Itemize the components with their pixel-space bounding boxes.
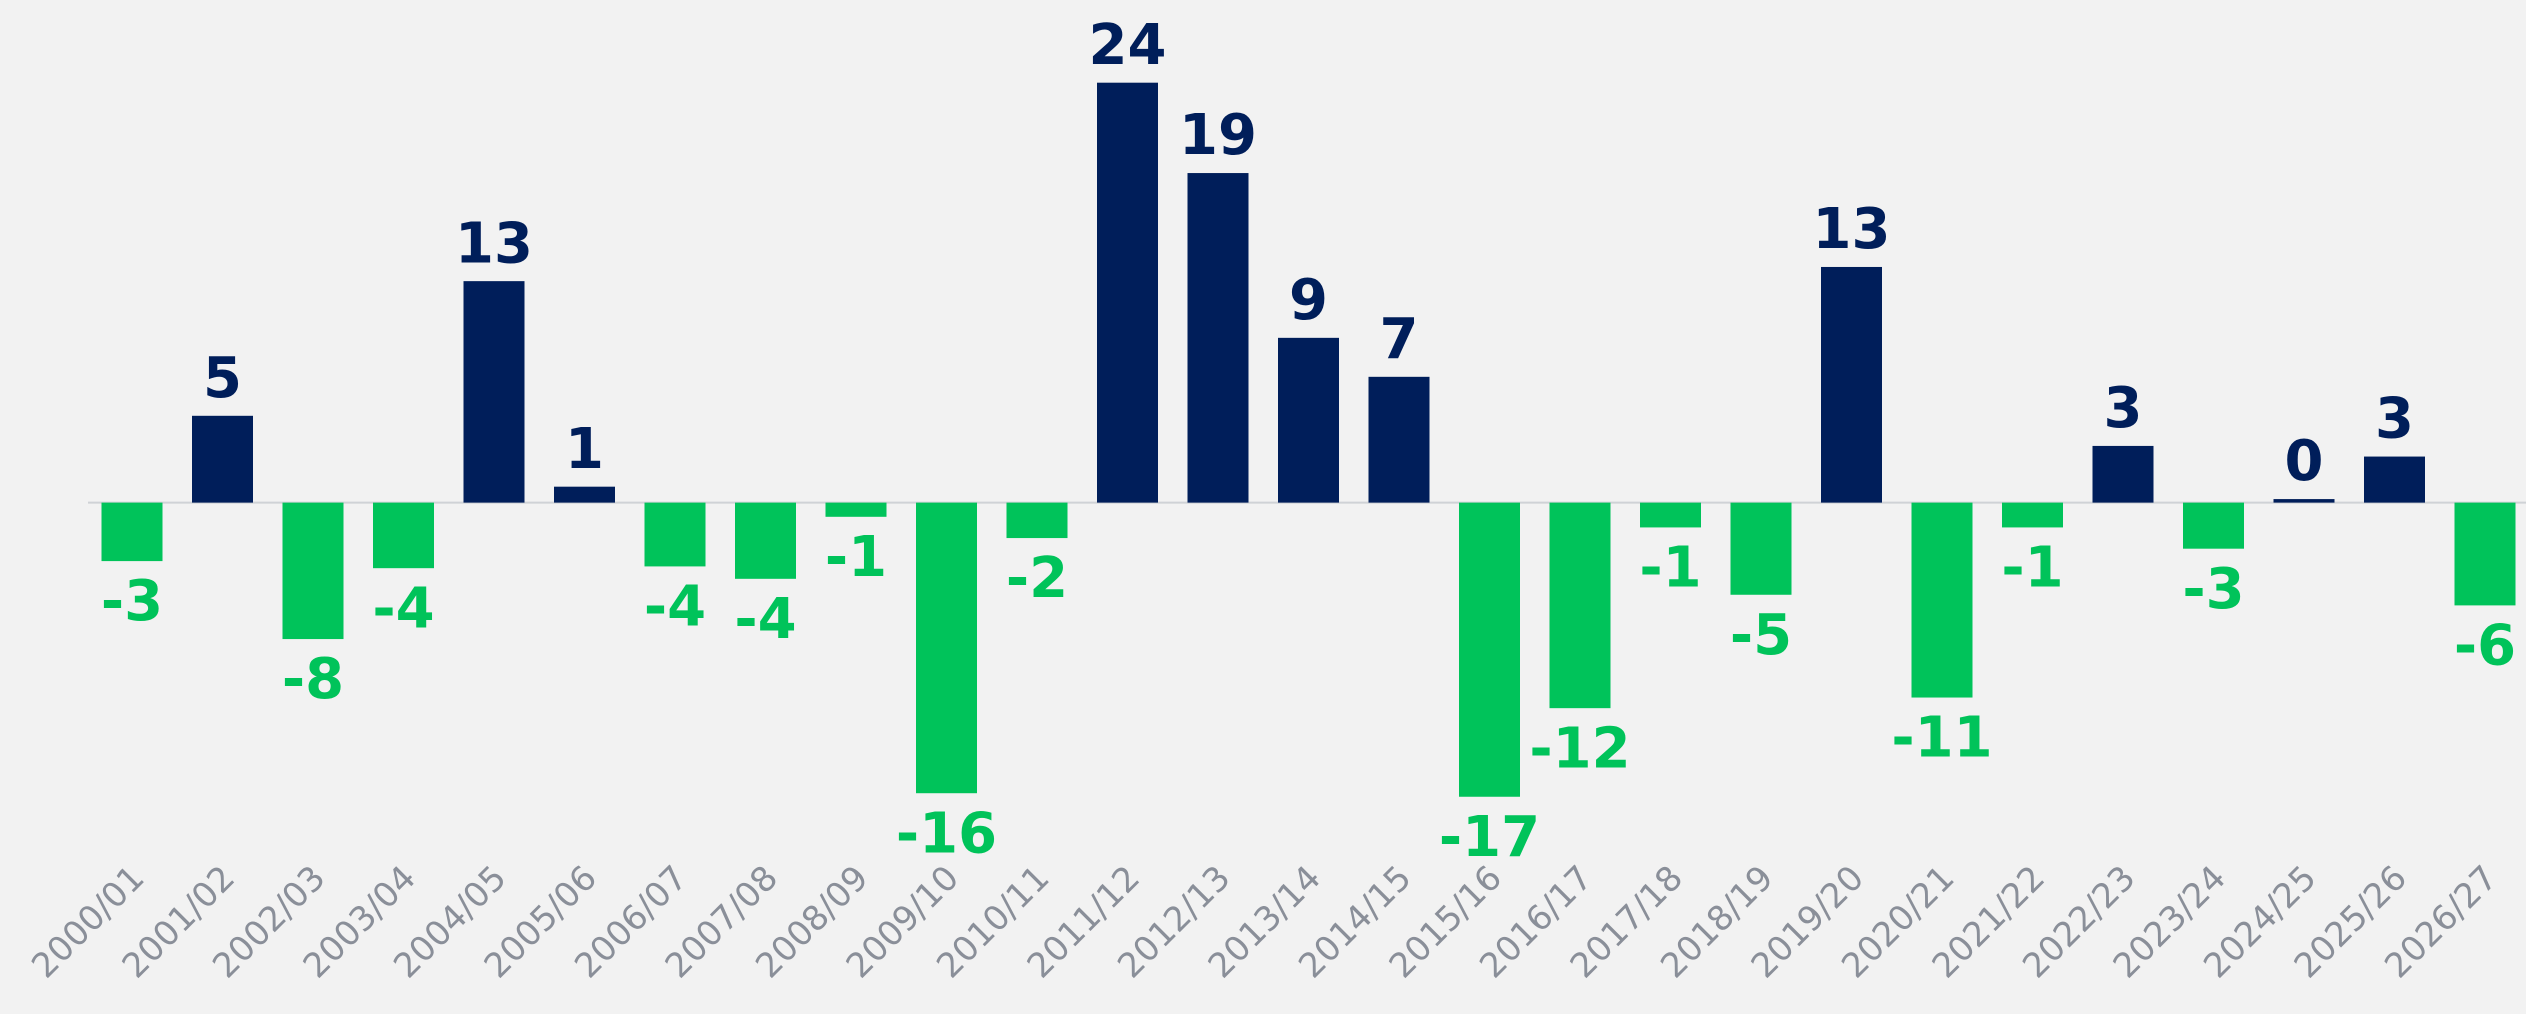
bar xyxy=(1006,502,1068,539)
value-label: -12 xyxy=(1529,716,1630,781)
value-label: 3 xyxy=(2375,387,2414,452)
value-label: -3 xyxy=(2182,557,2244,622)
bar xyxy=(282,502,344,640)
value-label: 0 xyxy=(2285,429,2324,494)
value-label: 19 xyxy=(1179,103,1257,168)
bar xyxy=(735,502,796,579)
value-label: 13 xyxy=(1813,197,1891,262)
bar xyxy=(2183,502,2244,549)
bar xyxy=(1911,502,1973,698)
value-label: -4 xyxy=(644,575,706,640)
value-label: -5 xyxy=(1730,603,1792,668)
bar xyxy=(1730,502,1792,595)
bar xyxy=(2454,502,2516,606)
value-label: 7 xyxy=(1380,307,1419,372)
bar xyxy=(101,502,163,562)
value-label: -8 xyxy=(282,647,344,712)
bar xyxy=(2273,499,2335,503)
bar xyxy=(1097,82,1158,503)
bar xyxy=(1278,337,1339,503)
bar xyxy=(1368,376,1430,503)
bar xyxy=(373,502,434,569)
value-label: -6 xyxy=(2454,614,2516,679)
bar xyxy=(2364,456,2425,503)
bar xyxy=(1187,173,1249,503)
value-label: -3 xyxy=(101,569,163,634)
value-label: 24 xyxy=(1089,13,1167,78)
value-label: 13 xyxy=(455,211,533,276)
bar xyxy=(1549,502,1611,709)
value-label: -2 xyxy=(1006,546,1068,611)
value-label: -1 xyxy=(825,525,887,590)
value-label: 1 xyxy=(565,417,604,482)
bar xyxy=(916,502,977,794)
bar xyxy=(825,502,887,517)
bar xyxy=(644,502,706,567)
bar xyxy=(463,281,525,503)
value-label: -11 xyxy=(1891,706,1992,771)
value-label: -4 xyxy=(372,576,434,641)
bar xyxy=(1821,266,1882,503)
bar xyxy=(2002,502,2063,528)
bar xyxy=(2092,445,2154,503)
bar xyxy=(1640,502,1701,528)
value-label: -17 xyxy=(1439,805,1540,870)
bar xyxy=(1459,502,1520,797)
value-label: 5 xyxy=(203,346,242,411)
value-label: -1 xyxy=(1639,536,1701,601)
value-label: -4 xyxy=(734,587,796,652)
value-label: -16 xyxy=(896,801,997,866)
value-label: 3 xyxy=(2104,376,2143,441)
value-label: -1 xyxy=(2001,536,2063,601)
bar xyxy=(554,486,615,503)
value-label: 9 xyxy=(1289,268,1328,333)
bar xyxy=(192,415,253,503)
